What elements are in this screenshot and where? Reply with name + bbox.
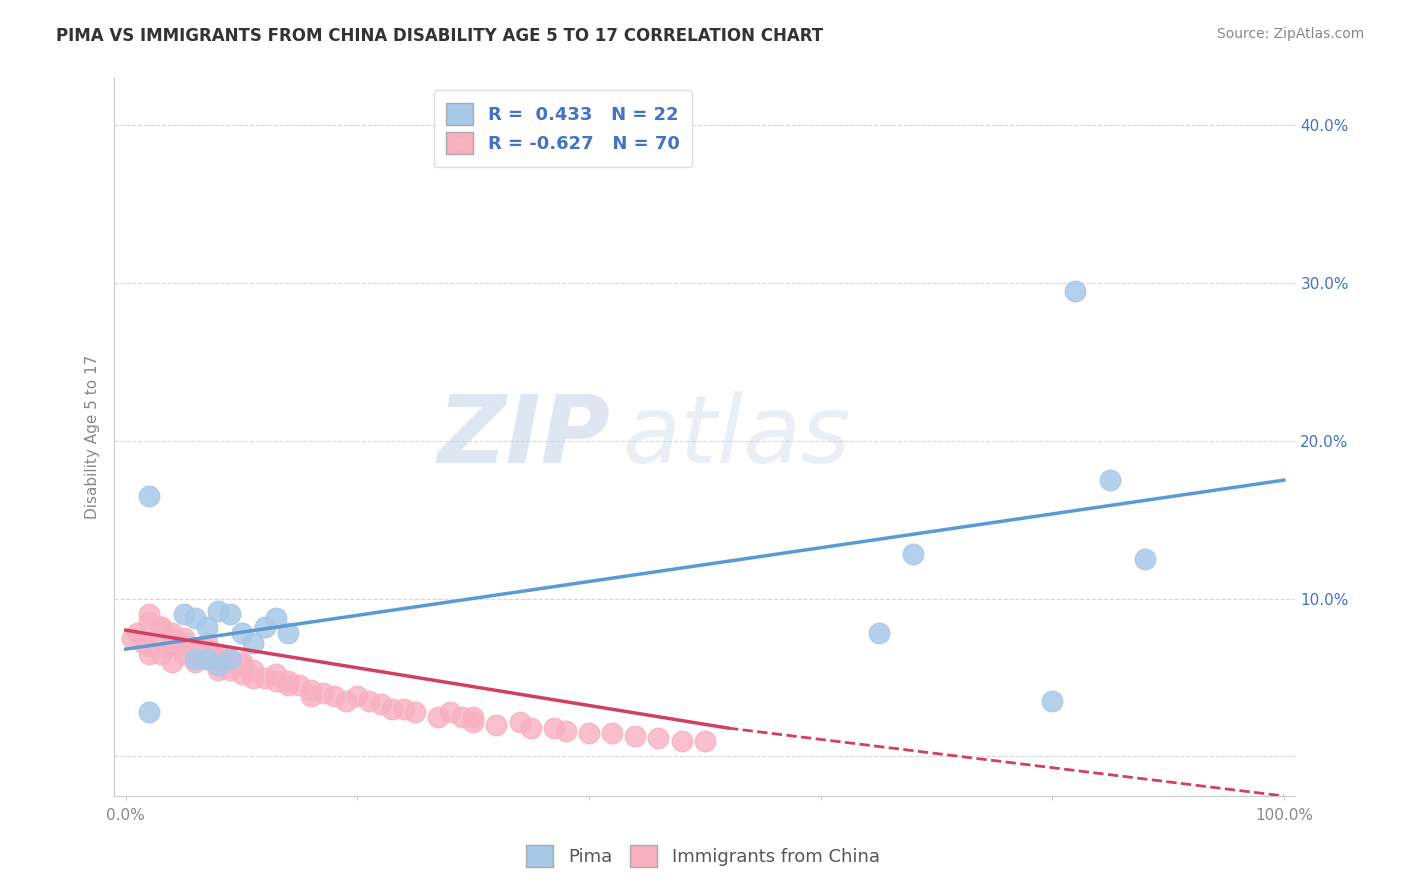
Point — [554, 724, 576, 739]
Point — [392, 702, 415, 716]
Point — [1064, 284, 1087, 298]
Point — [277, 678, 299, 692]
Point — [231, 657, 253, 672]
Point — [149, 639, 172, 653]
Text: Source: ZipAtlas.com: Source: ZipAtlas.com — [1216, 27, 1364, 41]
Point — [173, 631, 195, 645]
Point — [184, 642, 207, 657]
Point — [219, 651, 242, 665]
Point — [323, 690, 346, 704]
Point — [624, 729, 647, 743]
Point — [693, 733, 716, 747]
Point — [138, 647, 160, 661]
Point — [219, 655, 242, 669]
Point — [173, 647, 195, 661]
Point — [184, 651, 207, 665]
Point — [195, 651, 218, 665]
Point — [311, 686, 333, 700]
Point — [160, 655, 183, 669]
Point — [1099, 473, 1122, 487]
Point — [149, 620, 172, 634]
Point — [509, 714, 531, 729]
Point — [647, 731, 669, 745]
Point — [195, 642, 218, 657]
Point — [207, 604, 229, 618]
Point — [138, 639, 160, 653]
Point — [288, 678, 311, 692]
Point — [346, 690, 368, 704]
Point — [207, 657, 229, 672]
Point — [121, 631, 143, 645]
Point — [231, 626, 253, 640]
Point — [184, 655, 207, 669]
Point — [253, 671, 276, 685]
Point — [132, 636, 155, 650]
Point — [195, 620, 218, 634]
Text: ZIP: ZIP — [437, 391, 610, 483]
Point — [253, 620, 276, 634]
Point — [160, 639, 183, 653]
Point — [242, 671, 264, 685]
Point — [450, 710, 472, 724]
Point — [427, 710, 450, 724]
Point — [195, 647, 218, 661]
Text: PIMA VS IMMIGRANTS FROM CHINA DISABILITY AGE 5 TO 17 CORRELATION CHART: PIMA VS IMMIGRANTS FROM CHINA DISABILITY… — [56, 27, 824, 45]
Point — [231, 667, 253, 681]
Point — [127, 626, 149, 640]
Point — [207, 663, 229, 677]
Point — [160, 626, 183, 640]
Point — [138, 489, 160, 503]
Point — [195, 636, 218, 650]
Point — [357, 694, 380, 708]
Point — [231, 655, 253, 669]
Point — [266, 610, 288, 624]
Point — [266, 667, 288, 681]
Point — [868, 626, 890, 640]
Point — [173, 636, 195, 650]
Point — [381, 702, 404, 716]
Point — [138, 607, 160, 622]
Point — [439, 706, 461, 720]
Point — [903, 547, 925, 561]
Point — [195, 651, 218, 665]
Point — [370, 698, 392, 712]
Legend: R =  0.433   N = 22, R = -0.627   N = 70: R = 0.433 N = 22, R = -0.627 N = 70 — [433, 90, 692, 167]
Point — [219, 663, 242, 677]
Point — [463, 710, 485, 724]
Point — [299, 690, 322, 704]
Point — [138, 615, 160, 630]
Point — [578, 726, 600, 740]
Point — [335, 694, 357, 708]
Point — [219, 607, 242, 622]
Point — [184, 642, 207, 657]
Point — [207, 651, 229, 665]
Point — [600, 726, 623, 740]
Point — [173, 607, 195, 622]
Legend: Pima, Immigrants from China: Pima, Immigrants from China — [519, 838, 887, 874]
Point — [149, 647, 172, 661]
Point — [219, 651, 242, 665]
Point — [404, 706, 426, 720]
Point — [266, 673, 288, 688]
Point — [299, 683, 322, 698]
Point — [242, 663, 264, 677]
Point — [1040, 694, 1063, 708]
Text: atlas: atlas — [621, 392, 851, 483]
Point — [149, 620, 172, 634]
Point — [207, 647, 229, 661]
Y-axis label: Disability Age 5 to 17: Disability Age 5 to 17 — [86, 355, 100, 519]
Point — [543, 721, 565, 735]
Point — [463, 714, 485, 729]
Point — [485, 718, 508, 732]
Point — [277, 626, 299, 640]
Point — [138, 706, 160, 720]
Point — [1133, 552, 1156, 566]
Point — [520, 721, 543, 735]
Point — [671, 733, 693, 747]
Point — [242, 636, 264, 650]
Point — [277, 673, 299, 688]
Point — [160, 631, 183, 645]
Point — [184, 610, 207, 624]
Point — [173, 639, 195, 653]
